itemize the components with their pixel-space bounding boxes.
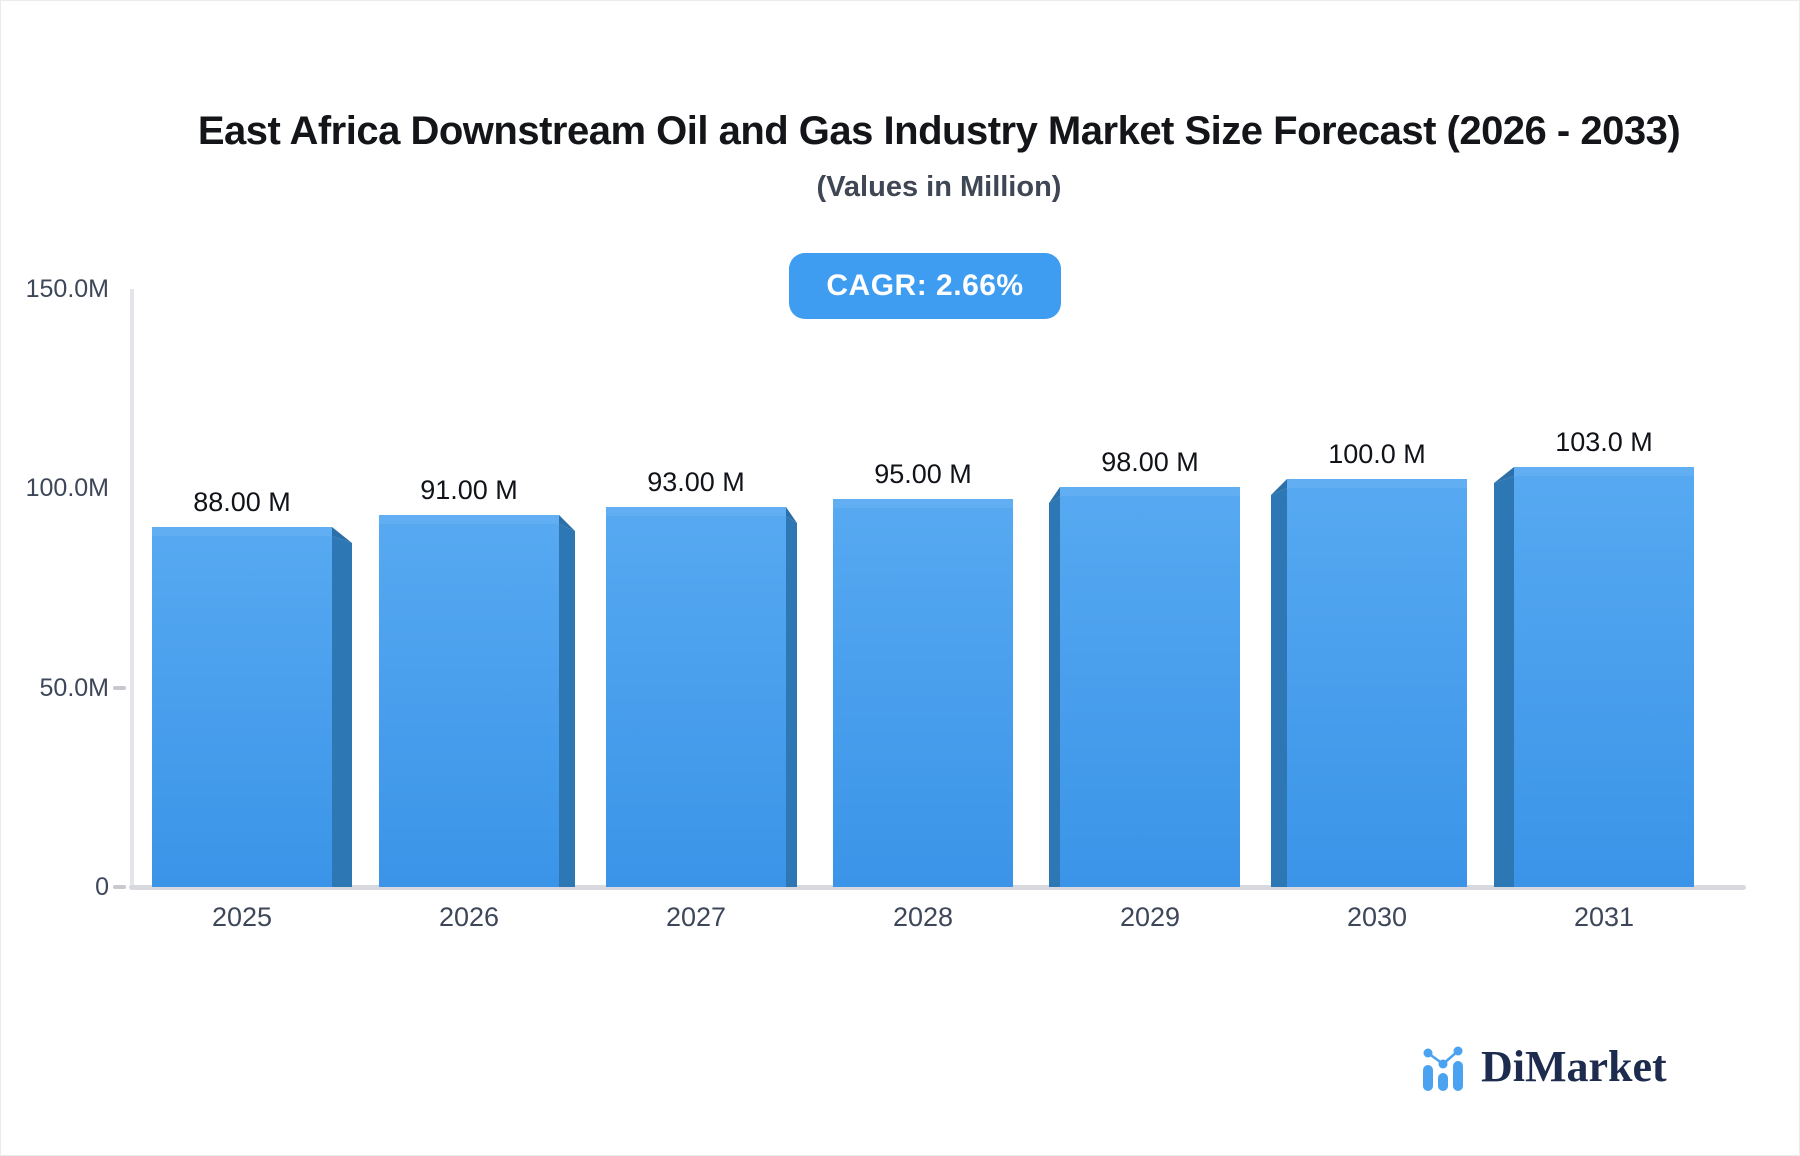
bar-2027[interactable] [606, 507, 797, 887]
y-axis-tick-label: 100.0M [25, 474, 109, 502]
cagr-badge-label: CAGR: 2.66% [826, 269, 1024, 302]
dimarket-logo: DiMarket [1421, 1039, 1667, 1091]
y-axis-tick-label: 0 [95, 873, 109, 901]
bar-value-label: 91.00 M [420, 475, 518, 505]
x-axis-label-2031: 2031 [1573, 902, 1635, 932]
chart-title: East Africa Downstream Oil and Gas Indus… [197, 109, 1681, 153]
bar-value-label: 103.0 M [1555, 427, 1653, 457]
bar-2031[interactable] [1494, 467, 1694, 887]
x-axis-label-2026: 2026 [438, 902, 500, 932]
y-axis-tick-label: 50.0M [39, 674, 109, 702]
bar-2029[interactable] [1049, 487, 1240, 887]
x-axis-label-2028: 2028 [892, 902, 954, 932]
bar-value-label: 95.00 M [874, 459, 972, 489]
x-axis-line [129, 885, 1746, 890]
x-axis-label-2029: 2029 [1119, 902, 1181, 932]
cagr-badge: CAGR: 2.66% [789, 253, 1061, 319]
chart-subtitle: (Values in Million) [816, 171, 1062, 203]
y-axis-tick-label: 150.0M [25, 275, 109, 303]
bar-2025[interactable] [152, 527, 352, 887]
bar-value-label: 88.00 M [193, 487, 291, 517]
logo-text: DiMarket [1481, 1042, 1667, 1091]
bar-2030[interactable] [1271, 479, 1467, 887]
bar-2028[interactable] [833, 499, 1013, 887]
x-axis-label-2027: 2027 [665, 902, 727, 932]
bar-value-label: 98.00 M [1101, 447, 1199, 477]
y-axis-tick-mark [113, 686, 126, 690]
bar-value-label: 100.0 M [1328, 439, 1426, 469]
bar-chart-logo-icon [1423, 1046, 1463, 1091]
x-axis-label-2030: 2030 [1346, 902, 1408, 932]
bar-value-label: 93.00 M [647, 467, 745, 497]
y-axis-line [130, 289, 134, 887]
x-axis-label-2025: 2025 [211, 902, 273, 932]
y-axis-tick-mark [113, 885, 126, 889]
bar-2026[interactable] [379, 515, 575, 887]
